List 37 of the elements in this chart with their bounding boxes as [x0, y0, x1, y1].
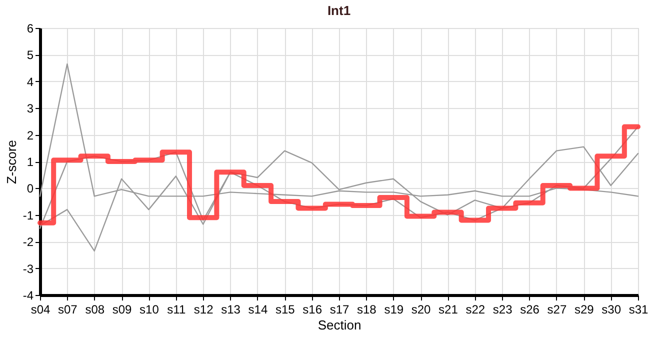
- x-tick-label: s15: [275, 302, 296, 316]
- x-tick-label: s10: [140, 302, 160, 316]
- x-axis-title: Section: [318, 318, 362, 332]
- x-tick-label: s29: [574, 302, 594, 316]
- x-tick-label: s16: [302, 302, 322, 316]
- x-tick-label: s23: [492, 302, 513, 316]
- x-tick-label: s07: [58, 302, 78, 316]
- x-tick-label: s26: [520, 302, 540, 316]
- x-tick-label: s11: [167, 302, 186, 316]
- x-tick-label: s09: [112, 302, 132, 316]
- y-tick-label: -2: [22, 235, 34, 250]
- x-tick-label: s12: [194, 302, 214, 316]
- y-tick-label: 3: [26, 102, 34, 116]
- x-tick-label: s27: [547, 302, 567, 316]
- y-tick-label: -3: [22, 262, 34, 276]
- x-tick-label: s22: [466, 302, 486, 316]
- y-axis-title: Z-score: [4, 140, 19, 184]
- y-tick-label: 5: [26, 48, 34, 62]
- x-tick-label: s31: [628, 302, 648, 316]
- x-tick-label: s14: [248, 302, 268, 316]
- y-tick-label: 1: [26, 155, 34, 169]
- x-tick-label: s20: [411, 302, 432, 316]
- y-tick-label: -1: [22, 208, 34, 222]
- x-tick-label: s18: [357, 302, 377, 316]
- x-tick-label: s17: [330, 302, 350, 316]
- x-tick-label: s19: [384, 302, 404, 316]
- x-tick-label: s04: [30, 302, 50, 316]
- x-tick-label: s08: [85, 302, 105, 316]
- y-tick-label: 2: [26, 128, 34, 142]
- y-tick-label: 0: [26, 182, 34, 196]
- y-tick-label: -4: [22, 288, 34, 302]
- chart-title: Int1: [327, 3, 351, 18]
- x-tick-label: s30: [602, 302, 622, 316]
- x-tick-label: s13: [221, 302, 241, 316]
- y-tick-label: 4: [26, 74, 34, 89]
- y-tick-label: 6: [26, 22, 34, 36]
- x-tick-label: s21: [438, 302, 458, 316]
